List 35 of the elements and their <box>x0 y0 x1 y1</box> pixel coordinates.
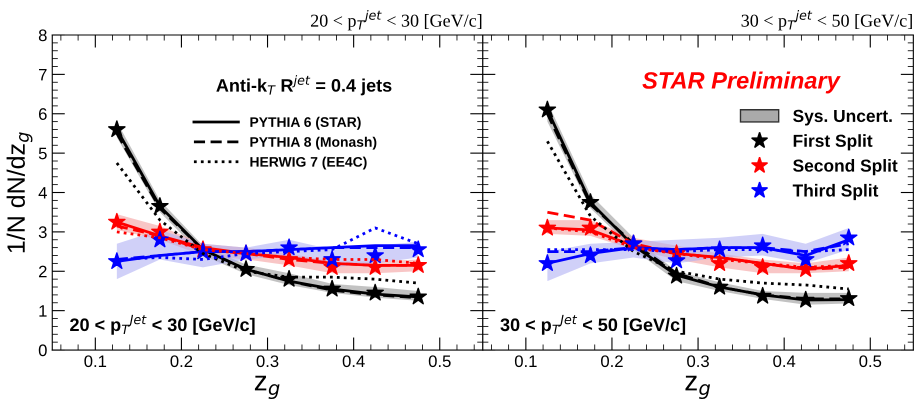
x-tick-label: 0.2 <box>170 355 192 368</box>
y-tick-label: 5 <box>38 148 47 160</box>
y-tick-label: 0 <box>38 344 47 356</box>
x-tick-label: 0.1 <box>514 355 537 368</box>
annotation: Anti-k$_{T}$ R$^{jet}$ = 0.4 jets <box>216 75 392 96</box>
x-axis-title: z$_{g}$ <box>685 376 710 400</box>
y-tick-label: 6 <box>38 108 47 120</box>
legend-label: PYTHIA 6 (STAR) <box>250 116 361 130</box>
x-tick-label: 0.3 <box>687 355 709 368</box>
annotation: 30 < p$_{T}$$^{Jet}$ < 50 [GeV/c] <box>500 314 686 335</box>
annotation: 20 < p$_{T}$$^{Jet}$ < 30 [GeV/c] <box>70 314 255 335</box>
x-tick-label: 0.5 <box>428 355 451 368</box>
legend-label: First Split <box>794 134 872 150</box>
y-tick-label: 4 <box>38 187 47 199</box>
y-axis-title: 1/N dN/dz$_{g}$ <box>6 132 32 252</box>
y-tick-label: 3 <box>38 226 47 238</box>
chart-title: 30 < p$_{T}$$^{jet}$ < 50 [GeV/c] <box>742 10 912 30</box>
x-tick-label: 0.5 <box>859 355 882 368</box>
x-tick-label: 0.4 <box>773 355 796 368</box>
y-tick-label: 2 <box>38 266 47 278</box>
x-axis-title: z$_{g}$ <box>254 376 280 400</box>
chart-title: 20 < p$_{T}$$^{jet}$ < 30 [GeV/c] <box>310 10 482 30</box>
legend-label: PYTHIA 8 (Monash) <box>250 136 376 150</box>
legend-title: Sys. Uncert. <box>793 110 892 126</box>
legend-label: HERWIG 7 (EE4C) <box>250 156 367 170</box>
x-tick-label: 0.1 <box>84 355 106 368</box>
y-tick-label: 7 <box>38 68 47 80</box>
x-tick-label: 0.2 <box>601 355 623 368</box>
annotation: STAR Preliminary <box>642 71 841 94</box>
x-tick-label: 0.3 <box>256 355 278 368</box>
y-tick-label: 8 <box>38 29 47 42</box>
y-tick-label: 1 <box>39 305 47 317</box>
legend-label: Third Split <box>792 184 878 200</box>
x-tick-label: 0.4 <box>342 355 365 368</box>
legend-label: Second Split <box>793 159 898 176</box>
